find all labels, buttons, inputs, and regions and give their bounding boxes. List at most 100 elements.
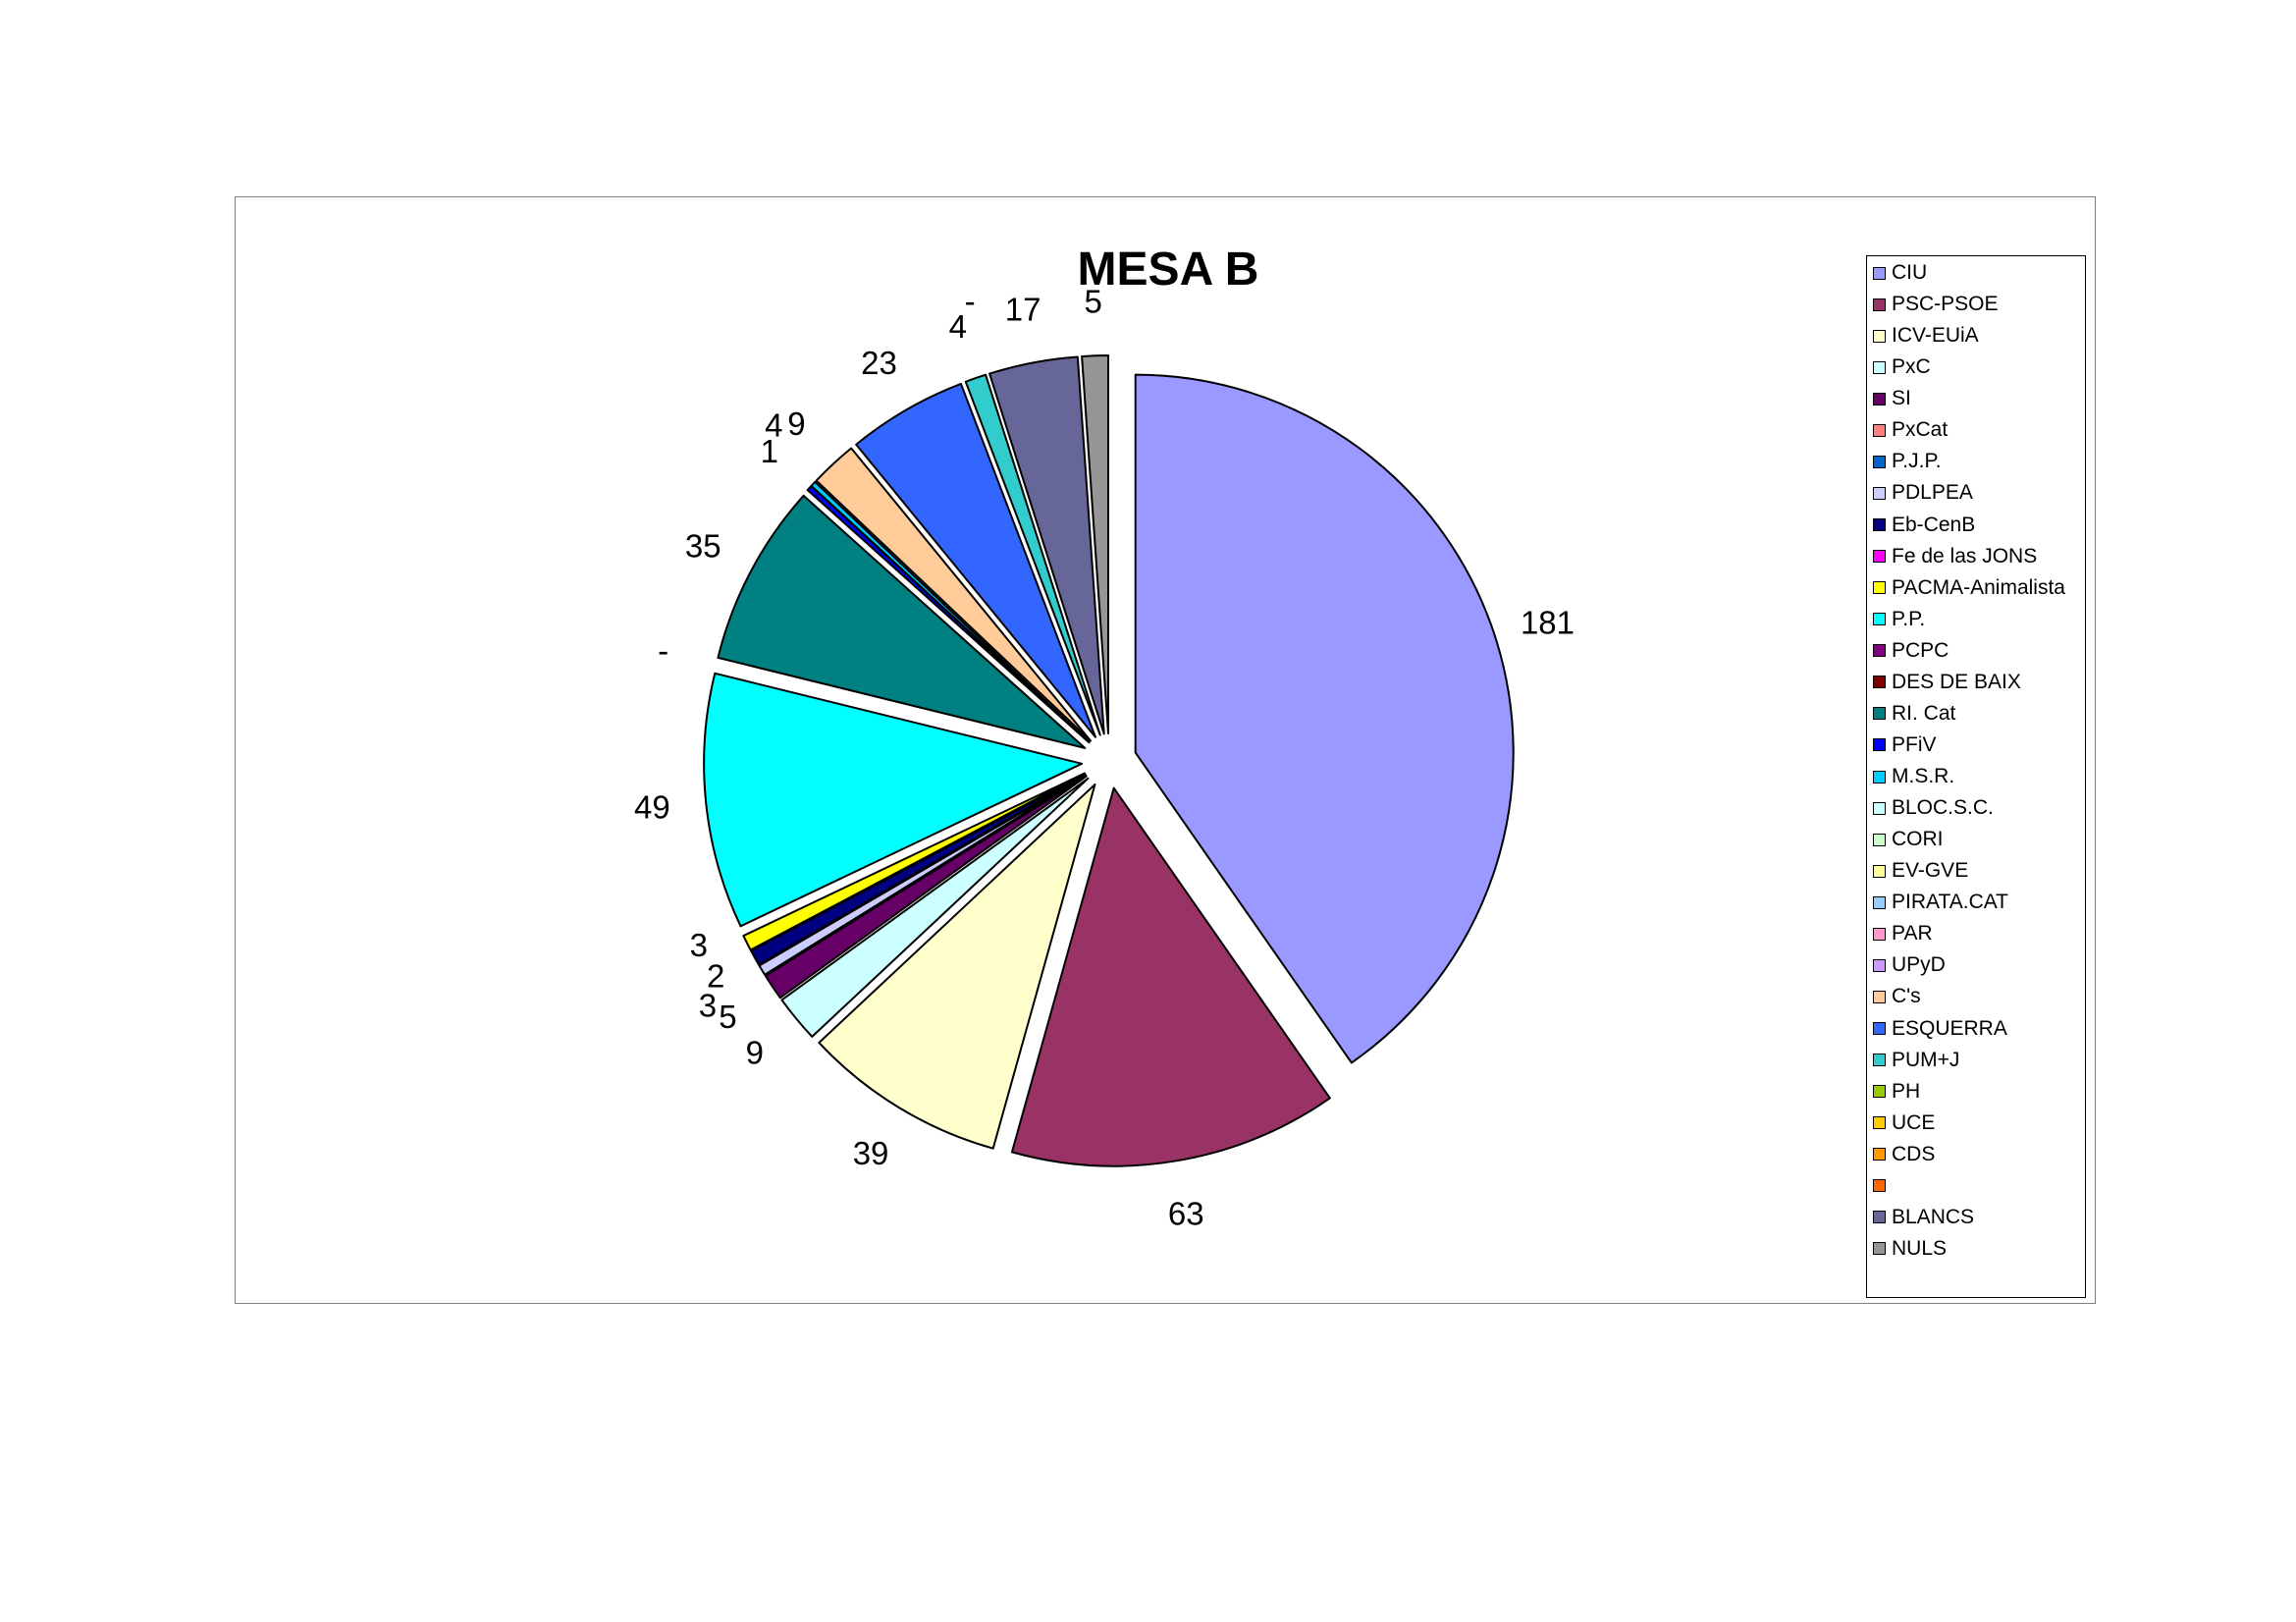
- legend-label: PIRATA.CAT: [1892, 891, 2009, 914]
- legend-label: PAR: [1892, 922, 1933, 946]
- legend-label: BLOC.S.C.: [1892, 796, 1994, 820]
- data-label: -: [658, 632, 668, 669]
- legend-label: CORI: [1892, 828, 1944, 851]
- legend-entry: EV-GVE: [1873, 859, 1969, 883]
- data-label: 17: [1005, 291, 1041, 327]
- legend-swatch: [1873, 1116, 1886, 1130]
- legend-entry: Fe de las JONS: [1873, 545, 2037, 568]
- legend-label: CDS: [1892, 1142, 1936, 1165]
- data-label: 9: [746, 1035, 764, 1071]
- legend-swatch: [1873, 1179, 1886, 1193]
- legend-swatch: [1873, 455, 1886, 468]
- chart-title: MESA B: [1078, 243, 1259, 296]
- legend-swatch: [1873, 958, 1886, 972]
- data-label: 63: [1168, 1195, 1204, 1231]
- legend-label: PACMA-Animalista: [1892, 575, 2065, 599]
- data-label: 3: [699, 987, 717, 1023]
- legend-label: BLANCS: [1892, 1205, 1975, 1228]
- legend-entry: NULS: [1873, 1237, 1947, 1260]
- data-label: 181: [1521, 605, 1575, 641]
- data-label: 4: [949, 308, 967, 345]
- pie-slice-pum-j: [964, 373, 1101, 736]
- pie-slice-blancs: [988, 355, 1105, 735]
- legend-entry: P.P.: [1873, 607, 1926, 630]
- legend-label: PFiV: [1892, 732, 1937, 756]
- legend-swatch: [1873, 801, 1886, 815]
- legend-swatch: [1873, 423, 1886, 437]
- legend-entry: CDS: [1873, 1142, 1936, 1165]
- legend-label: SI: [1892, 387, 1911, 410]
- data-label: 39: [853, 1135, 889, 1171]
- legend-label: M.S.R.: [1892, 765, 1955, 787]
- legend-swatch: [1873, 895, 1886, 909]
- legend-label: PxCat: [1892, 418, 1949, 442]
- legend-entry: PIRATA.CAT: [1873, 891, 2009, 914]
- legend-swatch: [1873, 266, 1886, 280]
- legend-swatch: [1873, 1242, 1886, 1256]
- data-label: 3: [690, 927, 708, 963]
- legend-entry: PxCat: [1873, 418, 1949, 442]
- pie-slice-c-s: [815, 447, 1092, 742]
- legend-swatch: [1873, 581, 1886, 595]
- legend-label: PCPC: [1892, 638, 1949, 662]
- legend-entry: [1873, 1175, 1892, 1197]
- data-label: 2: [707, 958, 724, 995]
- legend-label: C's: [1892, 985, 1921, 1008]
- legend-label: PSC-PSOE: [1892, 293, 1999, 316]
- legend-swatch: [1873, 770, 1886, 784]
- legend-swatch: [1873, 297, 1886, 311]
- data-label: 4: [765, 406, 782, 443]
- legend-swatch: [1873, 486, 1886, 500]
- legend-swatch: [1873, 329, 1886, 343]
- legend-swatch: [1873, 1054, 1886, 1067]
- legend-label: PDLPEA: [1892, 481, 1973, 505]
- data-label: 1: [761, 433, 778, 469]
- legend-entry: PCPC: [1873, 638, 1949, 662]
- legend-label: Eb-CenB: [1892, 513, 1976, 536]
- legend-entry: ESQUERRA: [1873, 1016, 2007, 1040]
- legend-entry: M.S.R.: [1873, 765, 1955, 787]
- legend-entry: UPyD: [1873, 953, 1946, 976]
- pie-slice-pacma-animalista: [742, 772, 1086, 951]
- legend-swatch: [1873, 833, 1886, 846]
- legend-swatch: [1873, 676, 1886, 689]
- pie-slice-ri-cat: [717, 494, 1087, 749]
- legend-label: ESQUERRA: [1892, 1016, 2007, 1040]
- legend-label: UCE: [1892, 1110, 1936, 1134]
- data-label: 5: [1084, 283, 1101, 319]
- legend-label: P.P.: [1892, 607, 1926, 630]
- pie-slice-pxc: [780, 777, 1090, 1038]
- legend-swatch: [1873, 360, 1886, 374]
- data-label: 5: [719, 999, 736, 1035]
- legend-entry: PACMA-Animalista: [1873, 575, 2065, 599]
- legend-label: PUM+J: [1892, 1048, 1960, 1071]
- legend-swatch: [1873, 1211, 1886, 1224]
- data-label: 9: [787, 406, 805, 442]
- pie-slice-nuls: [1081, 354, 1110, 735]
- data-label: -: [965, 283, 976, 319]
- legend-swatch: [1873, 990, 1886, 1003]
- legend-entry: CORI: [1873, 828, 1944, 851]
- legend-label: PxC: [1892, 355, 1931, 379]
- data-label: 35: [685, 527, 721, 564]
- legend-label: RI. Cat: [1892, 701, 1956, 725]
- legend-entry: PH: [1873, 1080, 1920, 1103]
- legend-entry: PUM+J: [1873, 1048, 1960, 1071]
- legend-entry: BLOC.S.C.: [1873, 796, 1994, 820]
- legend-entry: PxC: [1873, 355, 1931, 379]
- legend-swatch: [1873, 1085, 1886, 1099]
- legend-label: DES DE BAIX: [1892, 670, 2021, 693]
- legend-entry: SI: [1873, 387, 1911, 410]
- pie-slice-m-s-r: [810, 480, 1091, 743]
- legend-entry: DES DE BAIX: [1873, 670, 2021, 693]
- legend-swatch: [1873, 550, 1886, 564]
- legend-swatch: [1873, 927, 1886, 941]
- pie-slice-esquerra: [855, 382, 1096, 738]
- legend-entry: PDLPEA: [1873, 481, 1973, 505]
- legend-label: EV-GVE: [1892, 859, 1969, 883]
- legend-entry: C's: [1873, 985, 1921, 1008]
- legend: CIU PSC-PSOE ICV-EUiA PxC SI PxCat P.J.P. PDLPE…: [1866, 255, 2086, 1298]
- legend-entry: PFiV: [1873, 732, 1937, 756]
- legend-swatch: [1873, 1022, 1886, 1035]
